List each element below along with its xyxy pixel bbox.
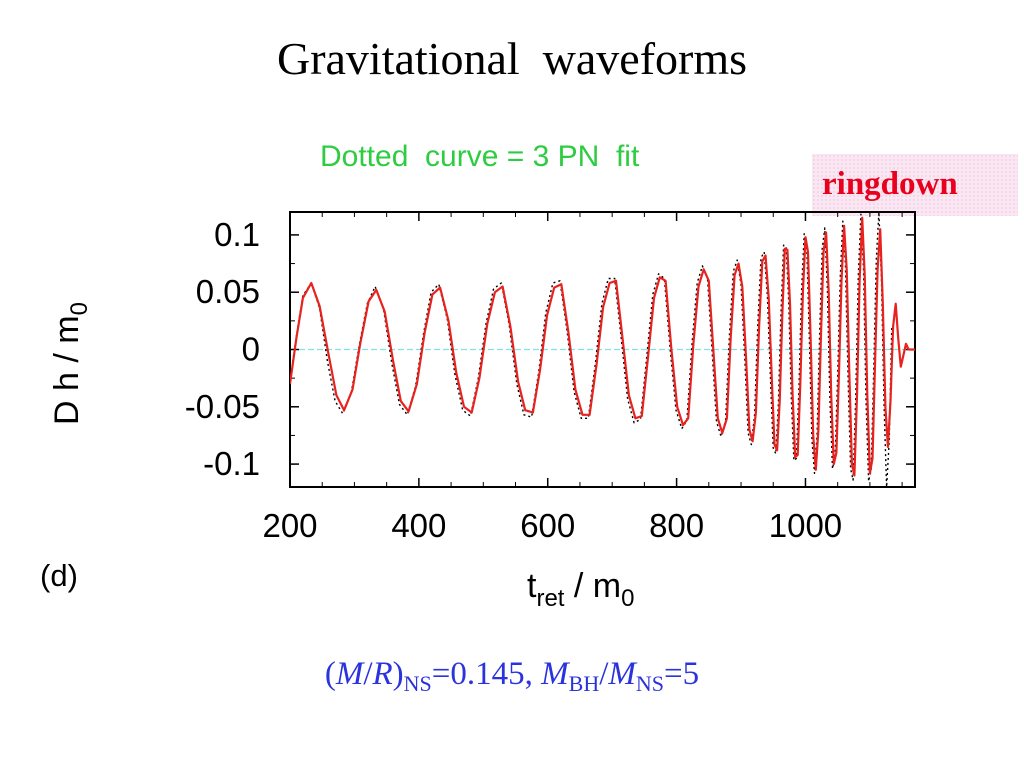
ringdown-callout: ringdown bbox=[812, 154, 1018, 216]
series-pn-fit-line bbox=[290, 212, 893, 487]
y-axis-label: D h / m0 bbox=[48, 302, 93, 425]
ringdown-label: ringdown bbox=[822, 166, 958, 202]
y-tick-label: 0 bbox=[242, 331, 260, 368]
y-tick-label: -0.05 bbox=[185, 388, 260, 425]
y-tick-label: 0.05 bbox=[196, 273, 260, 310]
x-tick-label: 400 bbox=[391, 507, 446, 544]
panel-label: (d) bbox=[40, 558, 78, 593]
x-tick-label: 200 bbox=[262, 507, 317, 544]
page-title: Gravitational waveforms bbox=[276, 33, 748, 84]
series-numerical-line bbox=[290, 216, 915, 477]
y-tick-label: -0.1 bbox=[203, 445, 260, 482]
x-tick-label: 800 bbox=[649, 507, 704, 544]
x-tick-label: 1000 bbox=[769, 507, 842, 544]
x-tick-label: 600 bbox=[520, 507, 575, 544]
parameters-caption: (M/R)NS=0.145, MBH/MNS=5 bbox=[324, 656, 700, 696]
y-tick-label: 0.1 bbox=[214, 216, 260, 253]
chart-subtitle: Dotted curve = 3 PN fit bbox=[320, 140, 640, 173]
x-axis-label: tret / m0 bbox=[527, 567, 635, 612]
